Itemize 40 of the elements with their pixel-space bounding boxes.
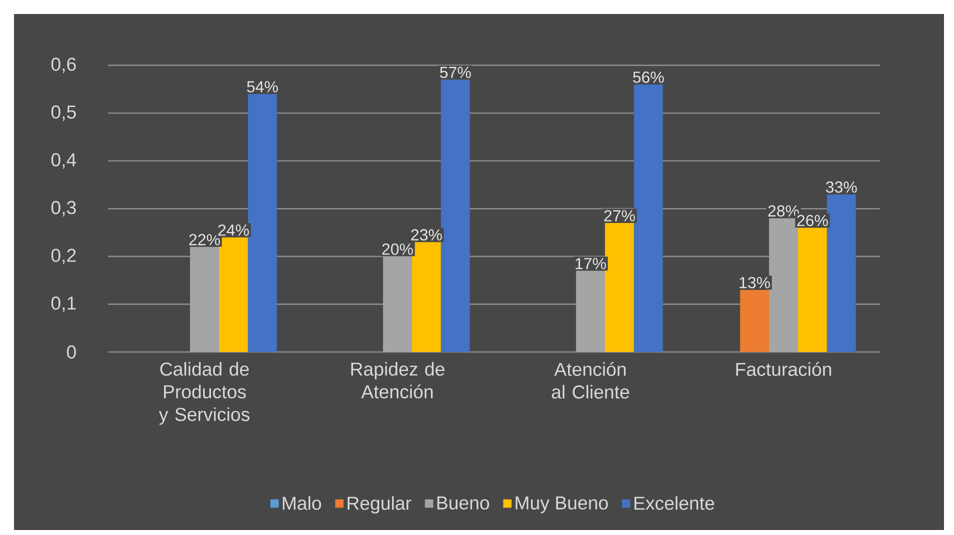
bar	[412, 242, 441, 352]
data-label: 33%	[826, 181, 857, 193]
legend-label: Regular	[348, 496, 412, 514]
y-tick-label: 0,2	[51, 248, 76, 264]
bar	[740, 290, 770, 352]
y-tick-label: 0,5	[51, 105, 76, 121]
x-tick-label: Rapidez de Atención	[351, 362, 444, 398]
bar	[826, 194, 856, 352]
data-label: 54%	[247, 81, 278, 92]
legend-label: Muy Bueno	[516, 496, 608, 514]
bar	[798, 228, 827, 352]
y-tick-label: 0	[66, 345, 76, 359]
bar	[383, 256, 412, 352]
data-label: 24%	[218, 224, 249, 236]
bar	[769, 218, 798, 352]
x-tick-label: Facturación	[736, 362, 832, 376]
data-label: 26%	[797, 214, 828, 226]
data-label: 56%	[633, 72, 664, 83]
data-label: 17%	[576, 258, 606, 270]
bar	[248, 94, 277, 352]
data-label: 28%	[768, 205, 799, 217]
bar	[634, 84, 663, 352]
y-tick-label: 0,6	[51, 58, 76, 74]
y-tick-label: 0,3	[51, 200, 76, 216]
data-label: 20%	[382, 244, 413, 255]
bar	[604, 222, 634, 352]
bar	[218, 237, 248, 352]
bar	[440, 80, 470, 352]
legend-label: Malo	[282, 496, 322, 510]
y-tick-label: 0,1	[51, 296, 76, 312]
y-tick-label: 0,4	[51, 153, 76, 169]
legend-label: Excelente	[634, 496, 714, 510]
data-label: 13%	[740, 276, 770, 288]
data-label: 23%	[411, 229, 442, 240]
data-label: 57%	[440, 66, 471, 78]
x-tick-label: Calidad de Productos y Servicios	[158, 362, 250, 425]
data-label: 27%	[604, 210, 635, 222]
legend-label: Bueno	[437, 496, 490, 510]
x-tick-label: Atención al Cliente	[552, 362, 630, 399]
data-label: 22%	[189, 234, 220, 246]
